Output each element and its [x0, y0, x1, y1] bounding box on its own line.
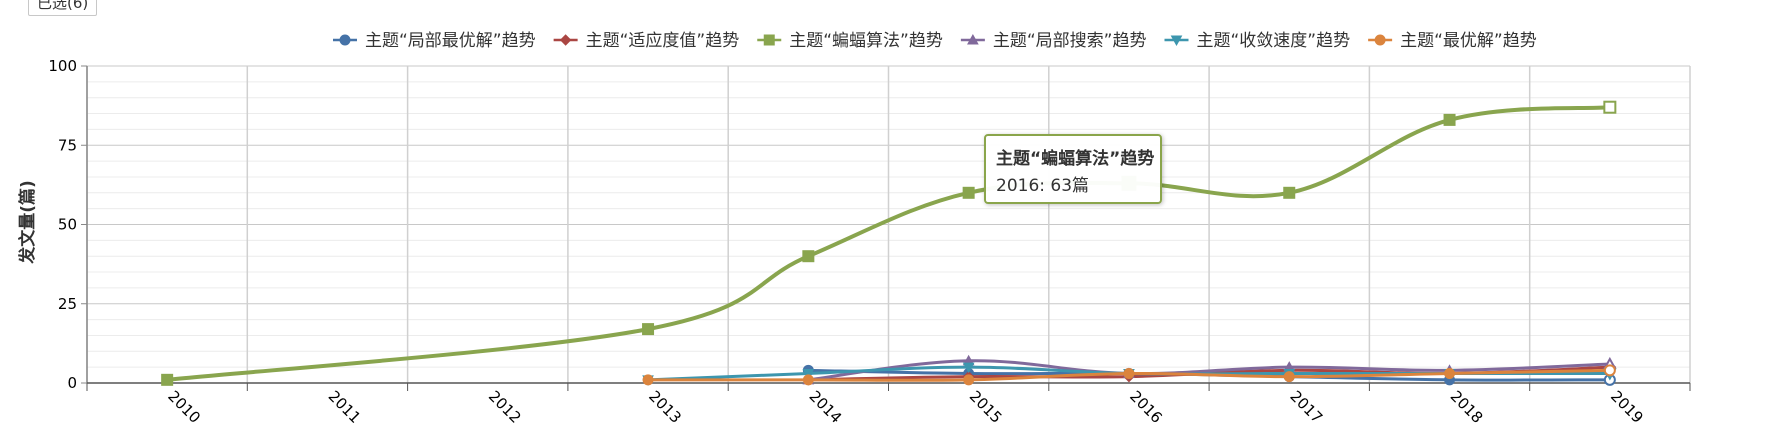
legend-label: 主题“适应度值”趋势 — [586, 31, 740, 51]
x-tick-label: 2016 — [1126, 387, 1166, 427]
y-tick-label: 25 — [58, 295, 77, 313]
y-tick-label: 75 — [58, 136, 77, 154]
legend-item[interactable]: 主题“局部最优解”趋势 — [333, 31, 536, 51]
legend-marker-icon — [1170, 35, 1183, 47]
x-tick-label: 2018 — [1447, 387, 1487, 427]
legend-item[interactable]: 主题“局部搜索”趋势 — [960, 31, 1147, 51]
data-tooltip: 主题“蝙蝠算法”趋势 2016: 63篇 — [984, 134, 1162, 204]
legend: 主题“局部最优解”趋势 主题“适应度值”趋势 主题“蝙蝠算法”趋势 主题“局部搜索”趋… — [333, 31, 1537, 51]
data-point — [1444, 367, 1456, 379]
legend-label: 主题“局部搜索”趋势 — [993, 31, 1147, 51]
data-point — [1123, 367, 1135, 379]
data-point — [642, 323, 655, 336]
x-tick-label: 2012 — [485, 387, 525, 427]
data-point — [1443, 113, 1456, 126]
y-tick-label: 100 — [48, 57, 77, 75]
data-point — [802, 368, 815, 380]
legend-marker-icon — [763, 34, 775, 46]
legend-item[interactable]: 主题“蝙蝠算法”趋势 — [757, 31, 943, 51]
data-point — [963, 374, 975, 386]
legend-item[interactable]: 主题“最优解”趋势 — [1368, 31, 1537, 51]
legend-item[interactable]: 主题“收敛速度”趋势 — [1164, 31, 1351, 51]
data-point — [1283, 371, 1295, 383]
x-tick-label: 2015 — [966, 387, 1006, 427]
series-5 — [642, 364, 1616, 386]
legend-label: 主题“收敛速度”趋势 — [1197, 31, 1351, 51]
legend-item[interactable]: 主题“适应度值”趋势 — [553, 31, 740, 51]
legend-label: 主题“蝙蝠算法”趋势 — [789, 31, 943, 51]
series-line — [808, 359, 1610, 382]
legend-label: 主题“最优解”趋势 — [1400, 31, 1537, 51]
y-tick-label: 50 — [58, 216, 77, 234]
legend-label: 主题“局部最优解”趋势 — [365, 31, 536, 51]
data-point — [161, 373, 174, 386]
y-axis-title: 发文量(篇) — [17, 180, 38, 265]
data-point — [962, 362, 975, 374]
data-point — [802, 250, 815, 263]
legend-marker-icon — [559, 34, 572, 46]
x-tick-label: 2013 — [645, 387, 685, 427]
data-point — [1283, 186, 1296, 199]
series-layer — [161, 100, 1617, 386]
x-tick-label: 2010 — [164, 387, 204, 427]
x-tick-label: 2017 — [1286, 387, 1326, 427]
legend-marker-icon — [339, 34, 351, 46]
data-point — [962, 186, 975, 199]
tooltip-series-name: 主题“蝙蝠算法”趋势 — [996, 149, 1155, 169]
grid-layer — [86, 65, 1691, 384]
selected-count-badge[interactable]: 已选(6) — [28, 0, 98, 16]
legend-marker-icon — [967, 33, 979, 45]
data-point — [1603, 364, 1616, 377]
x-tick-label: 2014 — [806, 387, 846, 427]
data-point — [1603, 100, 1617, 114]
data-point — [802, 374, 814, 386]
series-line — [166, 105, 1611, 382]
data-point — [642, 374, 654, 386]
x-tick-label: 2019 — [1607, 387, 1647, 427]
tooltip-value: 2016: 63篇 — [996, 176, 1090, 196]
legend-marker-icon — [1374, 34, 1386, 46]
x-tick-label: 2011 — [325, 387, 365, 427]
y-tick-label: 0 — [67, 374, 77, 392]
